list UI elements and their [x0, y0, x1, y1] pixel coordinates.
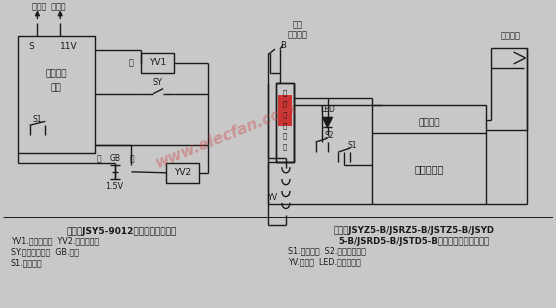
Bar [276, 83, 294, 162]
Text: 黑: 黑 [97, 154, 101, 164]
Text: SY.水阀微体开关  GB.电池: SY.水阀微体开关 GB.电池 [11, 247, 79, 256]
Text: 1.5V: 1.5V [106, 182, 124, 191]
Text: 件: 件 [283, 144, 287, 150]
Text: 信号针  点火针: 信号针 点火针 [32, 2, 66, 11]
Text: 缺氧: 缺氧 [293, 21, 303, 30]
Text: S1.点火按钮  S2.瞬间断路开关: S1.点火按钮 S2.瞬间断路开关 [288, 246, 366, 255]
Text: YV: YV [267, 193, 277, 202]
Bar [278, 95, 292, 126]
Text: YV.电磁阀  LED.点火指示灯: YV.电磁阀 LED.点火指示灯 [288, 257, 361, 266]
Text: YV1.常开电磁阀  YV2.常闭电磁阀: YV1.常开电磁阀 YV2.常闭电磁阀 [11, 236, 99, 245]
Text: 过: 过 [283, 89, 287, 96]
Polygon shape [322, 117, 332, 127]
Text: 控制集成: 控制集成 [46, 69, 67, 78]
Text: 热: 热 [283, 100, 287, 107]
Text: YV1: YV1 [149, 59, 166, 67]
Text: 绿: 绿 [129, 59, 134, 67]
Text: 11V: 11V [60, 42, 78, 51]
Text: 脉冲发生器: 脉冲发生器 [414, 164, 444, 174]
Bar [372, 105, 486, 205]
Text: 高压点火: 高压点火 [500, 32, 520, 41]
Text: S2: S2 [325, 131, 334, 140]
Text: 红: 红 [129, 154, 134, 164]
Text: LED: LED [320, 105, 335, 114]
Text: www.elecfan.com: www.elecfan.com [153, 100, 299, 170]
Text: 好运牌JSY5-9012燃气热水器电路图: 好运牌JSY5-9012燃气热水器电路图 [66, 227, 177, 236]
Text: SY: SY [153, 78, 163, 87]
Text: 5-B/JSRD5-B/JSTD5-B脉冲打火热水器电路图: 5-B/JSRD5-B/JSTD5-B脉冲打火热水器电路图 [338, 237, 489, 245]
Bar [276, 83, 294, 162]
Text: 黑蓝橙红: 黑蓝橙红 [418, 119, 440, 128]
Text: 保: 保 [283, 111, 287, 118]
Text: 护: 护 [283, 122, 287, 129]
Text: S1.点火开关: S1.点火开关 [11, 258, 42, 267]
Text: S1: S1 [348, 140, 357, 150]
Text: GB: GB [109, 154, 120, 164]
Bar [166, 163, 199, 183]
Text: YV2: YV2 [174, 168, 191, 177]
Text: 保护元件: 保护元件 [288, 31, 308, 40]
Text: 电路: 电路 [51, 83, 62, 92]
Text: B: B [280, 41, 286, 50]
Text: S: S [28, 42, 34, 51]
Text: S1: S1 [33, 115, 42, 124]
Text: 元: 元 [283, 133, 287, 140]
Bar [141, 53, 174, 73]
Bar [18, 36, 95, 153]
Text: 神州牌JSYZ5-B/JSRZ5-B/JSTZ5-B/JSYD: 神州牌JSYZ5-B/JSRZ5-B/JSTZ5-B/JSYD [333, 226, 494, 235]
